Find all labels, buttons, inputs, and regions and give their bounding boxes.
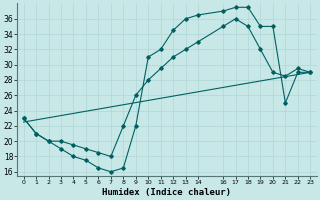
X-axis label: Humidex (Indice chaleur): Humidex (Indice chaleur) [102,188,231,197]
